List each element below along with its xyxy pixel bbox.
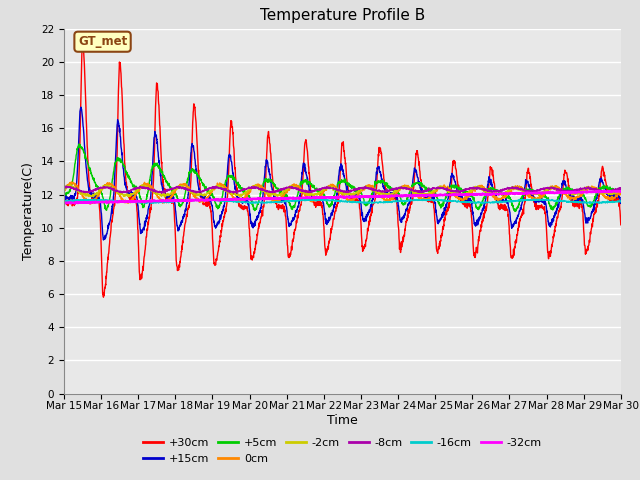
-8cm <box>584 185 591 191</box>
Line: +30cm: +30cm <box>64 40 621 297</box>
-16cm <box>504 198 512 204</box>
+5cm <box>75 141 83 147</box>
-32cm <box>584 189 591 195</box>
X-axis label: Time: Time <box>327 414 358 427</box>
-32cm <box>504 191 512 197</box>
+5cm <box>568 187 576 192</box>
0cm <box>359 187 367 192</box>
+5cm <box>216 203 223 208</box>
Legend: +30cm, +15cm, +5cm, 0cm, -2cm, -8cm, -16cm, -32cm: +30cm, +15cm, +5cm, 0cm, -2cm, -8cm, -16… <box>139 434 546 468</box>
Line: -16cm: -16cm <box>64 199 621 204</box>
+15cm <box>568 197 576 203</box>
-32cm <box>60 200 68 205</box>
-2cm <box>505 187 513 193</box>
+15cm <box>505 204 513 210</box>
+15cm <box>100 237 108 243</box>
+30cm <box>584 247 591 253</box>
Line: 0cm: 0cm <box>64 182 621 204</box>
+30cm <box>505 217 513 223</box>
-8cm <box>60 185 68 191</box>
-16cm <box>596 201 604 206</box>
-8cm <box>359 186 367 192</box>
-2cm <box>371 188 379 193</box>
+5cm <box>371 181 379 187</box>
-32cm <box>216 197 223 203</box>
+15cm <box>584 220 591 226</box>
+15cm <box>216 216 223 222</box>
Line: -32cm: -32cm <box>64 191 621 204</box>
-16cm <box>359 200 367 205</box>
-32cm <box>568 190 575 195</box>
+30cm <box>100 294 108 300</box>
Line: +15cm: +15cm <box>64 107 621 240</box>
0cm <box>216 180 223 186</box>
0cm <box>68 179 76 185</box>
+30cm <box>216 240 223 245</box>
Title: Temperature Profile B: Temperature Profile B <box>260 9 425 24</box>
-32cm <box>359 194 367 200</box>
0cm <box>505 191 513 196</box>
+5cm <box>504 195 512 201</box>
+15cm <box>60 195 68 201</box>
+15cm <box>371 180 379 186</box>
-16cm <box>617 199 625 204</box>
-2cm <box>60 186 68 192</box>
0cm <box>60 189 68 194</box>
Y-axis label: Temperature(C): Temperature(C) <box>22 162 35 260</box>
-8cm <box>568 189 576 195</box>
-8cm <box>617 187 625 192</box>
-2cm <box>125 194 132 200</box>
+30cm <box>617 222 625 228</box>
0cm <box>87 201 95 207</box>
-2cm <box>568 190 576 196</box>
+5cm <box>584 202 591 208</box>
-2cm <box>252 182 259 188</box>
-16cm <box>60 198 68 204</box>
-32cm <box>371 193 379 199</box>
-2cm <box>359 186 367 192</box>
0cm <box>584 186 591 192</box>
-8cm <box>61 183 69 189</box>
+30cm <box>568 196 576 202</box>
+15cm <box>617 199 625 204</box>
-2cm <box>617 187 625 192</box>
+5cm <box>617 191 625 197</box>
-2cm <box>584 185 591 191</box>
Line: +5cm: +5cm <box>64 144 621 212</box>
Line: -2cm: -2cm <box>64 185 621 197</box>
-32cm <box>604 188 612 194</box>
+5cm <box>60 191 68 196</box>
-2cm <box>216 184 223 190</box>
+30cm <box>359 244 367 250</box>
+30cm <box>60 200 68 206</box>
Text: GT_met: GT_met <box>78 35 127 48</box>
+15cm <box>77 104 85 110</box>
+5cm <box>359 194 367 200</box>
-8cm <box>371 188 379 194</box>
-16cm <box>584 200 591 205</box>
+30cm <box>79 37 86 43</box>
-8cm <box>158 191 166 196</box>
-16cm <box>192 196 200 202</box>
-16cm <box>216 197 223 203</box>
+30cm <box>371 197 379 203</box>
Line: -8cm: -8cm <box>64 186 621 193</box>
0cm <box>371 186 379 192</box>
-16cm <box>371 200 379 205</box>
-8cm <box>216 185 223 191</box>
-8cm <box>505 185 513 191</box>
-16cm <box>568 199 575 204</box>
0cm <box>568 196 576 202</box>
+15cm <box>359 216 367 222</box>
-32cm <box>617 189 625 194</box>
-32cm <box>71 201 79 206</box>
+5cm <box>511 209 519 215</box>
0cm <box>617 187 625 193</box>
